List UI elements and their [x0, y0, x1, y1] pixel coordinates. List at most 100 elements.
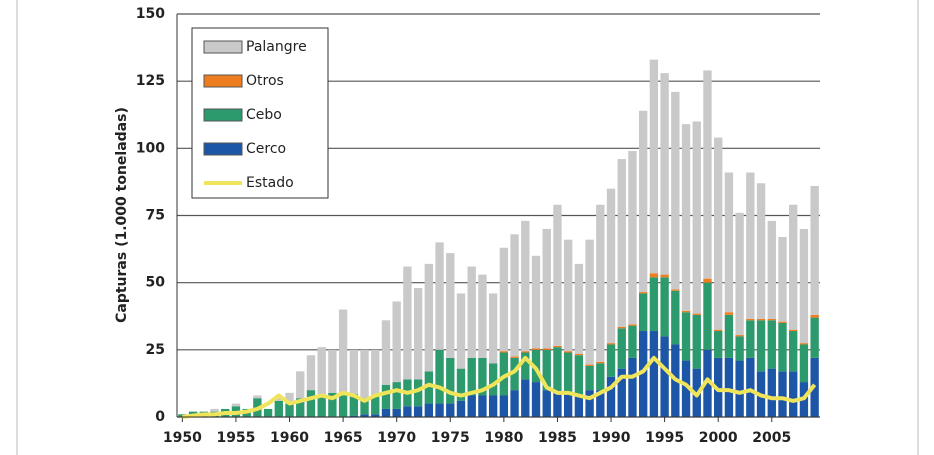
bar-segment: [574, 395, 584, 417]
bar-segment: [735, 335, 744, 337]
bar-segment: [703, 70, 712, 279]
bar-segment: [231, 403, 241, 407]
bar-segment: [371, 414, 380, 417]
bar-segment: [424, 371, 434, 404]
bar-segment: [606, 343, 616, 345]
bar-segment: [617, 159, 626, 327]
bar-segment: [810, 314, 819, 318]
bar-segment: [285, 403, 294, 417]
bar-segment: [756, 183, 766, 319]
bar-segment: [746, 320, 755, 358]
bar-segment: [478, 357, 487, 396]
bar-segment: [714, 329, 723, 332]
bar-segment: [478, 395, 487, 417]
bar-segment: [756, 318, 766, 321]
bar-segment: [649, 277, 659, 332]
bar-segment: [671, 91, 680, 290]
bar-segment: [413, 406, 423, 417]
bar-segment: [735, 360, 744, 417]
bar-segment: [628, 325, 637, 358]
x-tick-label: 1960: [270, 430, 309, 446]
legend-label: Otros: [246, 73, 284, 89]
bar-segment: [563, 239, 573, 352]
legend-label: Cebo: [246, 107, 282, 123]
bar-segment: [649, 273, 659, 278]
legend-swatch: [203, 40, 243, 54]
bar-segment: [681, 360, 691, 417]
bar-segment: [574, 355, 584, 396]
bar-segment: [521, 351, 530, 353]
bar-segment: [371, 349, 380, 396]
legend-swatch: [203, 142, 243, 156]
bar-segment: [371, 395, 380, 415]
bar-segment: [510, 356, 519, 358]
bar-segment: [488, 363, 498, 396]
bar-segment: [681, 124, 691, 311]
bar-segment: [638, 110, 648, 293]
bar-segment: [735, 212, 744, 336]
bar-segment: [296, 371, 305, 399]
x-tick-label: 1975: [431, 430, 470, 446]
legend-label: Palangre: [246, 39, 307, 55]
bar-segment: [606, 344, 616, 377]
bar-segment: [778, 371, 787, 417]
bar-segment: [799, 344, 809, 383]
bar-segment: [767, 318, 776, 321]
bar-segment: [563, 351, 573, 353]
bar-segment: [424, 263, 434, 372]
bar-segment: [306, 390, 316, 417]
bar-segment: [574, 353, 584, 356]
bar-segment: [789, 371, 798, 417]
bar-segment: [499, 351, 509, 353]
bar-segment: [692, 314, 701, 369]
bar-segment: [617, 328, 626, 369]
x-tick-label: 1970: [377, 430, 416, 446]
bar-segment: [381, 408, 391, 417]
bar-segment: [413, 288, 423, 380]
bar-segment: [360, 414, 369, 417]
bar-segment: [660, 73, 669, 275]
bar-segment: [681, 310, 691, 313]
legend-label: Cerco: [246, 141, 286, 157]
x-tick-label: 2005: [752, 430, 791, 446]
bar-segment: [746, 357, 755, 417]
bar-segment: [435, 349, 444, 404]
bar-segment: [585, 239, 594, 365]
bar-segment: [306, 355, 316, 391]
bar-segment: [542, 348, 551, 350]
bar-segment: [617, 326, 626, 329]
bar-segment: [531, 255, 541, 349]
bar-segment: [585, 365, 594, 391]
bar-segment: [392, 301, 401, 383]
bar-segment: [521, 352, 530, 380]
bar-segment: [606, 376, 616, 417]
bar-segment: [767, 368, 776, 417]
bar-segment: [724, 312, 734, 315]
bar-segment: [638, 331, 648, 417]
bar-segment: [714, 137, 723, 330]
legend-label: Estado: [246, 175, 294, 191]
bar-segment: [553, 390, 562, 417]
bar-segment: [446, 253, 455, 358]
bar-segment: [724, 172, 734, 313]
bar-segment: [596, 361, 605, 364]
bar-segment: [274, 400, 283, 417]
bar-segment: [542, 390, 551, 417]
bar-segment: [789, 204, 798, 330]
bar-segment: [724, 357, 734, 417]
bar-segment: [456, 368, 466, 401]
x-tick-label: 1990: [592, 430, 631, 446]
bar-segment: [649, 59, 659, 274]
bar-segment: [488, 293, 498, 364]
bar-segment: [746, 318, 755, 321]
x-tick-label: 1985: [538, 430, 577, 446]
bar-segment: [317, 347, 326, 396]
bar-segment: [585, 364, 594, 366]
bar-segment: [746, 172, 755, 319]
x-tick-label: 1995: [645, 430, 684, 446]
bar-segment: [328, 349, 337, 393]
bar-segment: [467, 266, 476, 358]
bar-segment: [456, 293, 466, 369]
bar-segment: [660, 274, 669, 278]
